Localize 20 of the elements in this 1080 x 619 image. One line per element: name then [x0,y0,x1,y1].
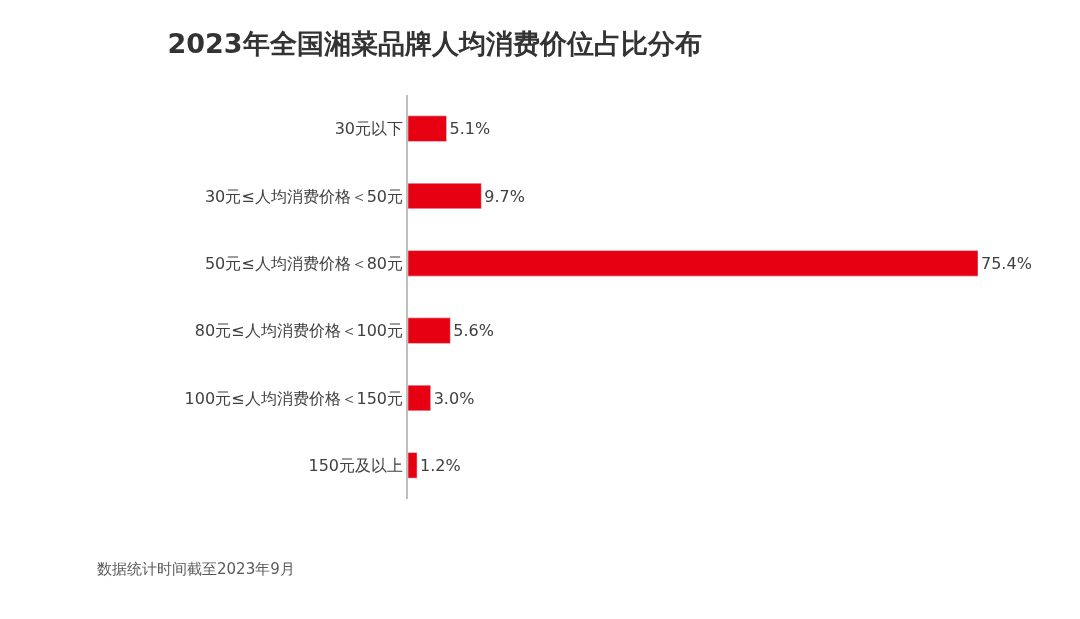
text: 数据统计时间截至2023年9月 [97,560,295,578]
y-tick-label: 100元≤人均消费价格＜150元 [184,388,404,408]
data-label: 75.4% [981,253,1032,273]
y-tick-label: 50元≤人均消费价格＜80元 [204,253,404,273]
data-label: 5.1% [449,119,491,139]
bar [408,317,451,344]
y-tick-label: 150元及以上 [308,455,404,475]
y-tick-label: 30元≤人均消费价格＜50元 [204,186,404,206]
y-tick-label: 30元以下 [334,119,404,139]
chart-title: 2023年全国湘菜品牌人均消费价位占比分布 [167,27,702,59]
bar [408,182,482,210]
data-label: 1.2% [420,455,461,475]
bar [408,452,418,479]
data-label: 3.0% [433,388,475,408]
data-label: 9.7% [484,186,525,206]
bar [408,115,447,142]
bar [408,384,431,412]
data-label: 5.6% [453,321,494,341]
y-tick-label: 80元≤人均消费价格＜100元 [194,321,404,341]
bar [408,250,978,277]
